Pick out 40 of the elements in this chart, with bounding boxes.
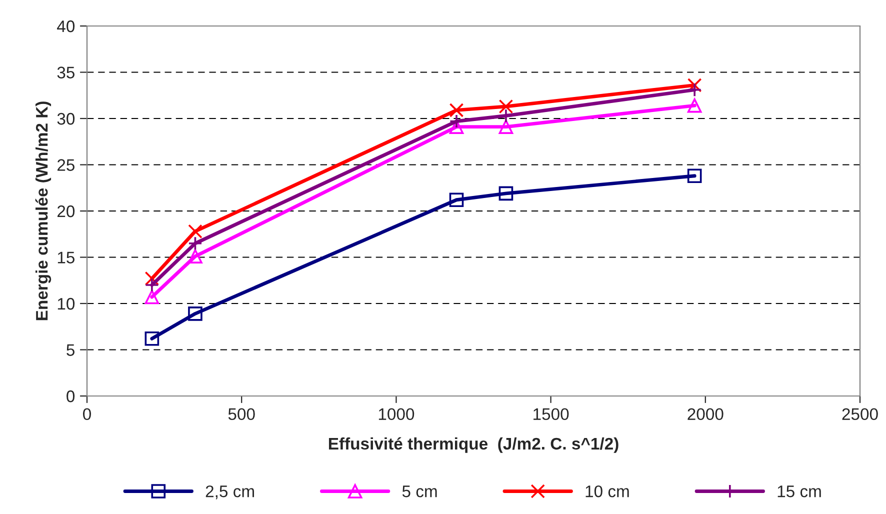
point [498,186,514,201]
point [498,99,514,114]
y-tick-label: 30 [57,112,75,125]
y-tick-label: 20 [57,205,75,218]
x-axis-title: Effusivité thermique (J/m2. C. s^1/2) [328,437,618,453]
x-tick-label: 1000 [378,408,414,420]
y-tick-label: 15 [58,252,74,264]
point [687,168,702,184]
legend-label: 10 cm [586,485,629,498]
legend-label: 2,5 cm [206,485,254,500]
y-axis-title: Energie cumulée (Wh/m2 K) [35,102,52,320]
x-tick-label: 1500 [534,408,569,420]
point [188,306,202,321]
x-tick-label: 500 [228,408,255,420]
point [144,331,160,346]
x-tick-label: 2500 [842,408,878,420]
y-tick-label: 5 [66,344,74,356]
legend-label: 5 cm [402,486,437,498]
point [144,278,160,292]
point [449,103,464,118]
point [144,271,160,286]
point [188,249,202,264]
y-tick-label: 25 [57,159,74,171]
legend-label: 15 cm [778,486,821,498]
point [188,224,202,239]
point [687,82,702,97]
x-tick-label: 2000 [688,408,724,420]
y-tick-label: 40 [57,20,75,32]
point [498,120,514,134]
point [449,114,464,128]
point [449,192,464,208]
point [498,108,514,123]
point [188,236,202,251]
y-tick-label: 10 [58,298,75,310]
point [144,290,160,304]
point [687,78,702,92]
y-tick-label: 35 [57,66,74,78]
point [687,98,702,113]
x-tick-label: 0 [83,408,91,420]
y-tick-label: 0 [66,390,75,402]
